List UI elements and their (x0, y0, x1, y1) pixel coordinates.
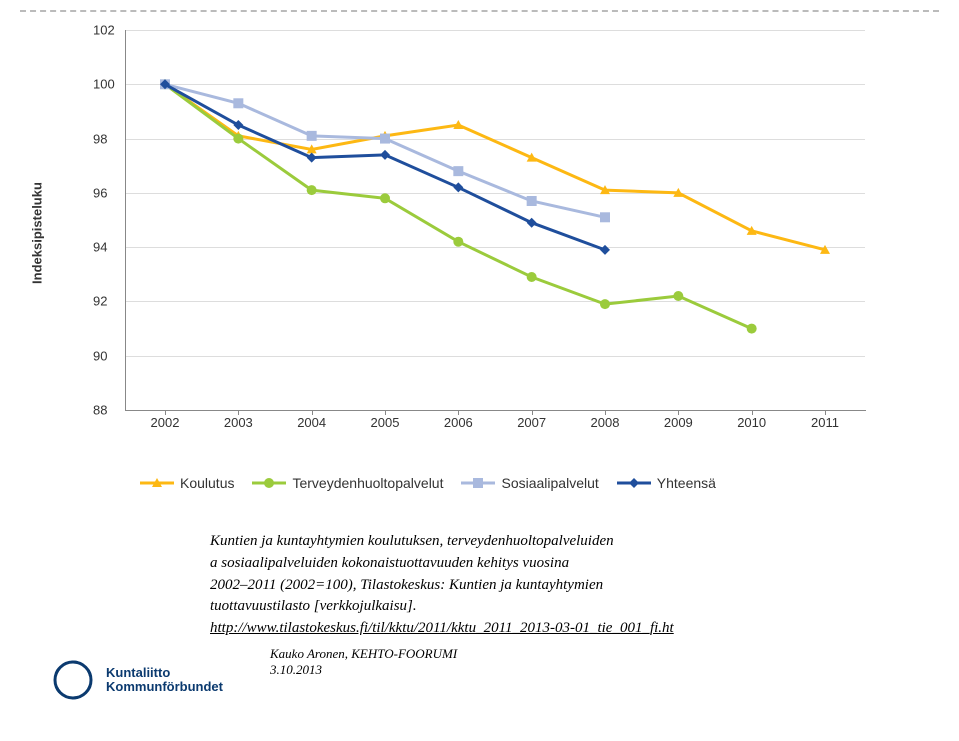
chart-lines (125, 30, 865, 410)
legend-item: Terveydenhuoltopalvelut (252, 475, 443, 491)
series-marker (380, 193, 390, 203)
series-marker (307, 185, 317, 195)
y-tick-label: 88 (93, 403, 107, 418)
y-tick-label: 102 (93, 23, 115, 38)
x-tick-label: 2002 (151, 415, 180, 430)
x-tick-label: 2009 (664, 415, 693, 430)
y-tick-label: 100 (93, 77, 115, 92)
series-marker (453, 166, 463, 176)
legend: Koulutus Terveydenhuoltopalvelut Sosiaalip… (140, 475, 939, 491)
x-tick-label: 2007 (517, 415, 546, 430)
legend-label: Sosiaalipalvelut (501, 475, 598, 491)
series-marker (600, 212, 610, 222)
x-tick-label: 2011 (811, 415, 839, 430)
x-tick-label: 2008 (591, 415, 620, 430)
x-tick-label: 2006 (444, 415, 473, 430)
series-marker (453, 237, 463, 247)
legend-item: Yhteensä (617, 475, 716, 491)
footer-author: Kauko Aronen, KEHTO-FOORUMI (270, 646, 939, 662)
caption-line: a sosiaalipalveluiden kokonaistuottavuud… (210, 555, 569, 571)
x-tick-label: 2010 (737, 415, 766, 430)
logo-text: Kuntaliitto Kommunförbundet (106, 666, 223, 695)
chart-container: Indeksipisteluku 889092949698100102 2002… (75, 20, 885, 445)
y-tick-label: 92 (93, 294, 107, 309)
caption-line: tuottavuustilasto [verkkojulkaisu]. (210, 598, 417, 614)
series-marker (233, 98, 243, 108)
y-axis-label: Indeksipisteluku (30, 182, 45, 284)
series-marker (527, 272, 537, 282)
x-tick-label: 2004 (297, 415, 326, 430)
y-tick-label: 96 (93, 185, 107, 200)
logo: Kuntaliitto Kommunförbundet (50, 657, 223, 703)
legend-swatch (617, 475, 651, 491)
series-line (165, 84, 825, 250)
series-marker (747, 324, 757, 334)
x-tick-label: 2003 (224, 415, 253, 430)
caption-line: 2002–2011 (2002=100), Tilastokeskus: Kun… (210, 577, 603, 593)
series-marker (233, 134, 243, 144)
caption-link[interactable]: http://www.tilastokeskus.fi/til/kktu/201… (210, 620, 674, 636)
legend-swatch (252, 475, 286, 491)
legend-label: Terveydenhuoltopalvelut (292, 475, 443, 491)
series-marker (380, 150, 390, 160)
series-marker (307, 131, 317, 141)
caption: Kuntien ja kuntayhtymien koulutuksen, te… (210, 531, 930, 640)
series-marker (673, 291, 683, 301)
series-marker (380, 134, 390, 144)
legend-swatch (140, 475, 174, 491)
series-marker (527, 196, 537, 206)
legend-item: Koulutus (140, 475, 234, 491)
series-marker (307, 153, 317, 163)
x-tick-label: 2005 (371, 415, 400, 430)
series-line (165, 84, 605, 250)
top-border (20, 10, 939, 12)
y-tick-label: 94 (93, 240, 107, 255)
legend-item: Sosiaalipalvelut (461, 475, 598, 491)
footer-date: 3.10.2013 (270, 662, 939, 678)
logo-icon (50, 657, 96, 703)
y-tick-label: 90 (93, 348, 107, 363)
series-marker (453, 182, 463, 192)
series-marker (600, 299, 610, 309)
legend-label: Yhteensä (657, 475, 716, 491)
series-marker (600, 245, 610, 255)
series-marker (527, 218, 537, 228)
legend-label: Koulutus (180, 475, 234, 491)
legend-swatch (461, 475, 495, 491)
y-tick-label: 98 (93, 131, 107, 146)
footer: Kauko Aronen, KEHTO-FOORUMI 3.10.2013 (270, 646, 939, 678)
page: Indeksipisteluku 88 90 92 94 96 98 100 102 2002… (20, 10, 939, 721)
caption-line: Kuntien ja kuntayhtymien koulutuksen, te… (210, 533, 614, 549)
